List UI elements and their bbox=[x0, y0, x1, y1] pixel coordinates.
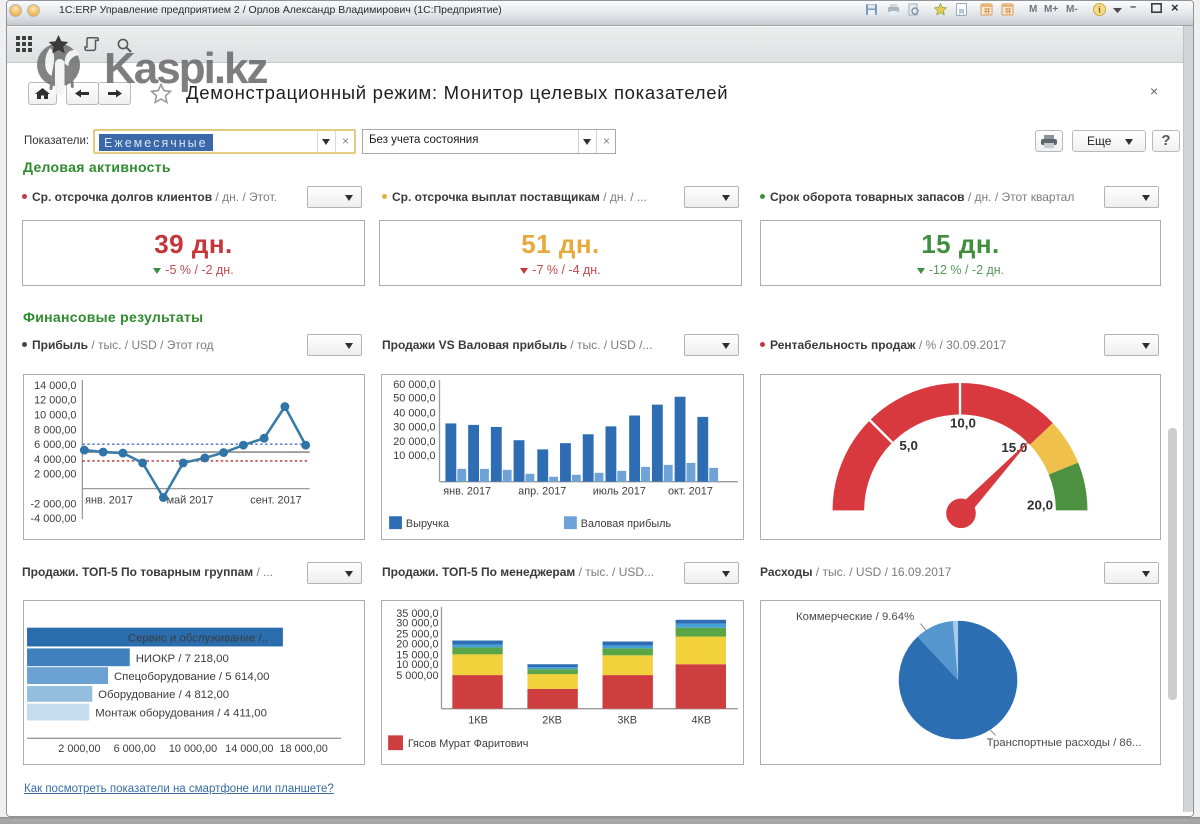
svg-text:6 000,00: 6 000,00 bbox=[34, 439, 76, 451]
svg-text:апр. 2017: апр. 2017 bbox=[518, 486, 566, 498]
svg-text:Гясов Мурат Фаритович: Гясов Мурат Фаритович bbox=[408, 738, 529, 750]
svg-text:Сервис и обслуживание /..: Сервис и обслуживание /.. bbox=[128, 633, 268, 645]
svg-text:Выручка: Выручка bbox=[406, 518, 450, 530]
svg-text:янв. 2017: янв. 2017 bbox=[85, 494, 133, 506]
svg-text:18 000,00: 18 000,00 bbox=[279, 743, 327, 755]
svg-text:10 000,0: 10 000,0 bbox=[34, 409, 76, 421]
svg-text:Спецоборудование / 5 614,00: Спецоборудование / 5 614,00 bbox=[114, 671, 269, 683]
svg-text:-2 000,00: -2 000,00 bbox=[31, 498, 77, 510]
svg-text:4КВ: 4КВ bbox=[691, 714, 711, 726]
svg-text:i: i bbox=[1098, 5, 1101, 15]
svg-text:май 2017: май 2017 bbox=[167, 494, 214, 506]
svg-text:10 000,0: 10 000,0 bbox=[396, 659, 438, 671]
svg-text:2 000,00: 2 000,00 bbox=[58, 743, 100, 755]
svg-text:2КВ: 2КВ bbox=[542, 714, 562, 726]
svg-text:4 000,00: 4 000,00 bbox=[34, 454, 76, 466]
svg-text:июль 2017: июль 2017 bbox=[593, 486, 646, 498]
svg-text:сент. 2017: сент. 2017 bbox=[250, 494, 301, 506]
svg-text:5,0: 5,0 bbox=[899, 438, 918, 453]
svg-text:15 000,0: 15 000,0 bbox=[396, 649, 438, 661]
svg-text:30 000,0: 30 000,0 bbox=[393, 421, 435, 433]
svg-text:20,0: 20,0 bbox=[1027, 497, 1053, 512]
svg-text:20 000,0: 20 000,0 bbox=[393, 436, 435, 448]
svg-text:Транспортные расходы / 86...: Транспортные расходы / 86... bbox=[987, 737, 1142, 749]
svg-text:10 000,00: 10 000,00 bbox=[169, 743, 217, 755]
svg-text:6 000,00: 6 000,00 bbox=[114, 743, 156, 755]
svg-text:14 000,00: 14 000,00 bbox=[225, 743, 273, 755]
svg-text:50 000,0: 50 000,0 bbox=[393, 393, 435, 405]
svg-text:35 000,0: 35 000,0 bbox=[396, 608, 438, 620]
svg-text:12 000,0: 12 000,0 bbox=[34, 395, 76, 407]
svg-text:10 000,0: 10 000,0 bbox=[393, 450, 435, 462]
svg-text:25 000,0: 25 000,0 bbox=[396, 629, 438, 641]
svg-text:60 000,0: 60 000,0 bbox=[393, 379, 435, 391]
svg-text:3КВ: 3КВ bbox=[617, 714, 637, 726]
svg-text:Монтаж оборудования / 4 411,00: Монтаж оборудования / 4 411,00 bbox=[95, 708, 267, 720]
svg-text:40 000,0: 40 000,0 bbox=[393, 407, 435, 419]
svg-text:НИОКР / 7 218,00: НИОКР / 7 218,00 bbox=[136, 653, 229, 665]
svg-text:1КВ: 1КВ bbox=[468, 714, 488, 726]
svg-text:Оборудование / 4 812,00: Оборудование / 4 812,00 bbox=[98, 689, 229, 701]
svg-text:Валовая прибыль: Валовая прибыль bbox=[581, 518, 672, 530]
svg-text:Kaspi.kz: Kaspi.kz bbox=[104, 44, 268, 93]
svg-text:30 000,0: 30 000,0 bbox=[396, 618, 438, 630]
svg-text:окт. 2017: окт. 2017 bbox=[668, 486, 713, 498]
svg-text:2 000,00: 2 000,00 bbox=[34, 469, 76, 481]
svg-text:янв. 2017: янв. 2017 bbox=[443, 486, 491, 498]
svg-text:20 000,0: 20 000,0 bbox=[396, 638, 438, 650]
svg-text:10,0: 10,0 bbox=[950, 415, 976, 430]
svg-text:5 000,00: 5 000,00 bbox=[396, 670, 438, 682]
svg-text:Коммерческие / 9.64%: Коммерческие / 9.64% bbox=[796, 611, 914, 623]
svg-text:14 000,0: 14 000,0 bbox=[34, 380, 76, 392]
svg-text:-4 000,00: -4 000,00 bbox=[31, 513, 77, 525]
svg-text:8 000,00: 8 000,00 bbox=[34, 424, 76, 436]
